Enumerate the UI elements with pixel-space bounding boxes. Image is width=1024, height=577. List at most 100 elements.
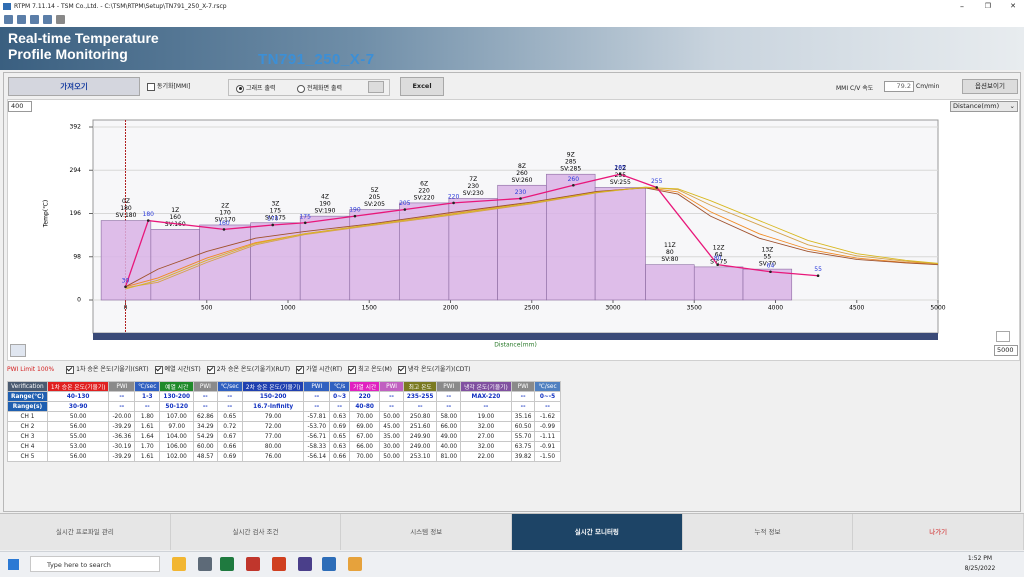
taskbar-icon[interactable] bbox=[298, 557, 312, 571]
filter-checkbox[interactable]: 예열 시간(ST) bbox=[154, 364, 201, 374]
close-button[interactable]: ✕ bbox=[1010, 2, 1016, 10]
zone-setpoint: SV:180 bbox=[116, 212, 137, 219]
filter-checkbox[interactable]: 가열 시간(RT) bbox=[296, 364, 342, 374]
zone-name: 7Z bbox=[469, 176, 477, 183]
toolbar-icon[interactable] bbox=[4, 15, 13, 24]
taskbar-icon[interactable] bbox=[172, 557, 186, 571]
x-tick-label: 1500 bbox=[362, 305, 377, 312]
table-cell: CH 2 bbox=[7, 421, 48, 432]
profile-point bbox=[403, 208, 407, 211]
toolbar-icon[interactable] bbox=[30, 15, 39, 24]
table-cell: -39.29 bbox=[108, 451, 136, 462]
filter-checkbox[interactable]: 1차 승온 온도(기울기)(SRT) bbox=[66, 364, 149, 374]
zone-actual: 190 bbox=[319, 201, 331, 208]
taskbar-icon[interactable] bbox=[348, 557, 362, 571]
table-cell: 102.00 bbox=[159, 451, 195, 462]
checkbox[interactable] bbox=[296, 365, 305, 374]
table-row: CH 1 50.00 -20.00 1.80 107.00 62.86 0.65 79.00-… bbox=[7, 411, 561, 422]
graph-output-radio[interactable]: 그래프 출력 bbox=[236, 83, 276, 93]
profile-point bbox=[452, 201, 455, 205]
taskbar-icon[interactable] bbox=[220, 557, 234, 571]
table-cell: -- bbox=[193, 391, 218, 402]
tab[interactable]: 시스템 정보 bbox=[341, 514, 513, 550]
dropdown-arrow: ⌄ bbox=[1009, 102, 1015, 110]
taskbar-icon[interactable] bbox=[322, 557, 336, 571]
toolbar-icon[interactable] bbox=[43, 15, 52, 24]
filter-checkbox[interactable]: 냉각 온도(기울기)(CDT) bbox=[398, 364, 470, 374]
excel-button[interactable]: Excel bbox=[400, 77, 444, 96]
options-button[interactable]: 옵션보이기 bbox=[962, 79, 1018, 94]
checkbox[interactable] bbox=[398, 365, 407, 374]
point-label: 190 bbox=[349, 207, 361, 214]
temperature-chart: 0981962943920500100015002000250030003500… bbox=[43, 119, 946, 349]
table-cell: 40-130 bbox=[46, 391, 110, 402]
table-row: CH 3 55.00 -36.36 1.64 104.00 54.29 0.67 77.00-… bbox=[7, 431, 561, 442]
radio[interactable] bbox=[297, 84, 305, 93]
tab[interactable]: 실시간 모니터링 bbox=[512, 514, 683, 550]
checkbox[interactable] bbox=[154, 365, 163, 374]
zone-setpoint: SV:255 bbox=[610, 179, 631, 186]
speed-input[interactable]: 79.2 bbox=[884, 81, 914, 92]
y-axis-label: Temp(℃) bbox=[43, 200, 50, 228]
header-cell: ℃/sec bbox=[134, 381, 161, 392]
restore-button[interactable]: ❐ bbox=[984, 2, 991, 10]
table-cell: 253.10 bbox=[402, 451, 438, 462]
table-cell: 81.00 bbox=[436, 451, 462, 462]
chart-tool-button[interactable] bbox=[10, 344, 26, 357]
checkbox-label: 가열 시간(RT) bbox=[306, 366, 343, 374]
checkbox[interactable] bbox=[206, 365, 215, 374]
taskbar: Type here to search 1:52 PM 8/25/2022 bbox=[0, 551, 1024, 577]
table-cell: -- bbox=[216, 401, 243, 412]
sync-checkbox[interactable]: 동기화[MMI] bbox=[147, 81, 190, 91]
start-button[interactable] bbox=[8, 559, 19, 570]
zone-name: 1Z bbox=[171, 207, 179, 214]
table-cell: CH 4 bbox=[7, 441, 48, 452]
x-tick-label: 4000 bbox=[768, 305, 783, 312]
x-tick-label: 2000 bbox=[443, 305, 458, 312]
x-max-input[interactable]: 5000 bbox=[994, 345, 1018, 356]
checkbox[interactable] bbox=[66, 365, 75, 374]
taskbar-icon[interactable] bbox=[246, 557, 260, 571]
search-box[interactable]: Type here to search bbox=[30, 556, 160, 572]
zoom-button[interactable] bbox=[996, 331, 1010, 342]
point-label: 180 bbox=[143, 211, 155, 218]
zone-actual: 260 bbox=[516, 170, 528, 177]
checkbox[interactable] bbox=[147, 82, 155, 91]
minimize-button[interactable]: – bbox=[960, 2, 964, 11]
table-cell: 66.00 bbox=[349, 441, 381, 452]
profile-point bbox=[519, 197, 522, 200]
profile-point bbox=[769, 270, 772, 274]
y-tick-label: 0 bbox=[77, 297, 81, 304]
tab[interactable]: 실시간 프로파일 관리 bbox=[0, 514, 171, 550]
import-button[interactable]: 가져오기 bbox=[8, 77, 140, 96]
point-label: 30 bbox=[122, 277, 130, 284]
filter-checkbox[interactable]: 최고 온도(M) bbox=[348, 364, 392, 374]
table-header-row: Verification 1차 승온 온도(기울기) PWI ℃/sec 예열 시간 PW… bbox=[7, 381, 561, 392]
taskbar-icon[interactable] bbox=[272, 557, 286, 571]
table-cell: -- bbox=[108, 391, 136, 402]
zone-setpoint: SV:220 bbox=[414, 194, 435, 201]
toolbar-icon[interactable] bbox=[56, 15, 65, 24]
toolbar-icon[interactable] bbox=[17, 15, 26, 24]
radio[interactable] bbox=[236, 84, 244, 93]
filter-checkbox[interactable]: 2차 승온 온도(기울기)(RUT) bbox=[206, 364, 290, 374]
y-max-input[interactable]: 400 bbox=[8, 101, 32, 112]
checkbox[interactable] bbox=[348, 365, 357, 374]
table-cell: 0.67 bbox=[216, 431, 243, 442]
table-cell: 58.00 bbox=[436, 411, 462, 422]
table-cell: 69.00 bbox=[349, 421, 381, 432]
x-mode-dropdown[interactable]: Distance(mm) ⌄ bbox=[950, 101, 1018, 112]
tab[interactable]: 나가기 bbox=[853, 514, 1024, 550]
table-cell: CH 5 bbox=[7, 451, 48, 462]
fullscreen-output-radio[interactable]: 전체화면 출력 bbox=[297, 83, 342, 93]
print-button[interactable] bbox=[368, 81, 384, 93]
point-label: 64 bbox=[767, 262, 775, 269]
taskbar-icon[interactable] bbox=[198, 557, 212, 571]
table-cell: 0.66 bbox=[329, 451, 351, 462]
x-tick-label: 3500 bbox=[687, 305, 702, 312]
header-banner: Real-time Temperature Profile Monitoring… bbox=[0, 27, 1024, 70]
tab[interactable]: 실시간 검사 조건 bbox=[171, 514, 342, 550]
tab[interactable]: 누적 정보 bbox=[683, 514, 854, 550]
y-tick-label: 98 bbox=[73, 253, 81, 260]
table-cell: 0.63 bbox=[329, 411, 351, 422]
